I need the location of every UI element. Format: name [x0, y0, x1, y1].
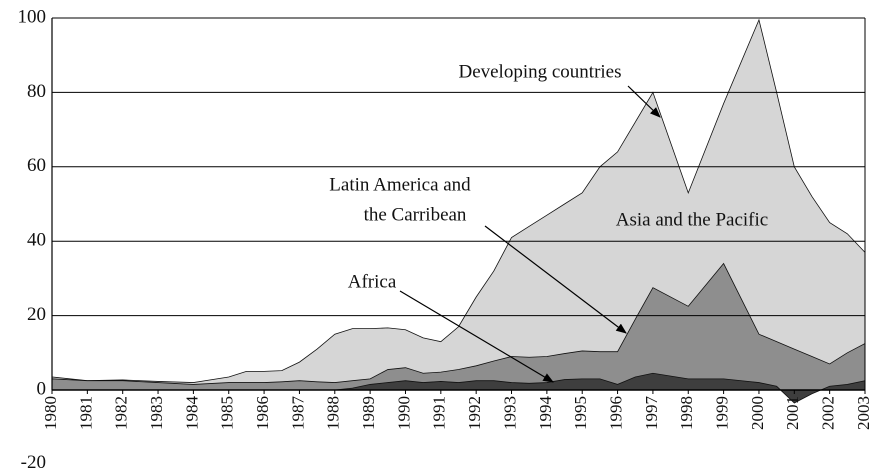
x-tick-label: 1997 [642, 396, 661, 431]
arrow [399, 290, 554, 383]
annotations: Developing countries Latin America and t… [329, 61, 768, 383]
annotation: Developing countries [458, 61, 621, 82]
y-tick-label: 40 [27, 230, 46, 251]
y-tick-label: 0 [37, 378, 47, 399]
plot-area [51, 18, 866, 404]
y-tick-label: 80 [27, 81, 46, 102]
x-tick-label: 1988 [324, 396, 343, 430]
x-tick-label: 2000 [748, 396, 767, 430]
annotation: the Carribean [364, 204, 467, 225]
x-tick-label: 1981 [76, 396, 95, 430]
y-tick-label: -20 [21, 452, 46, 469]
x-tick-label: 1983 [147, 396, 166, 430]
annotation: Latin America and [329, 174, 471, 195]
y-tick-label: 100 [18, 6, 47, 27]
x-tick-label: 1986 [253, 396, 272, 430]
annotation: Africa [348, 271, 397, 292]
x-tick-label: 1996 [606, 396, 625, 430]
x-tick-label: 1995 [571, 396, 590, 430]
y-tick-label: 60 [27, 155, 46, 176]
x-tick-label: 1993 [500, 396, 519, 430]
area [51, 262, 866, 391]
x-tick-label: 1999 [713, 396, 732, 430]
x-tick-label: 2001 [783, 396, 802, 430]
x-tick-label: 1980 [41, 396, 60, 430]
x-tick-label: 1982 [112, 396, 131, 430]
annotation: Asia and the Pacific [616, 209, 768, 230]
x-tick-label: 1989 [359, 396, 378, 430]
arrow [627, 85, 661, 118]
x-tick-label: 1991 [430, 396, 449, 430]
x-tick-label: 2003 [854, 396, 873, 430]
x-tick-label: 2002 [819, 396, 838, 430]
x-tick-label: 1994 [536, 396, 555, 431]
x-tick-label: 1987 [288, 396, 307, 431]
x-tick-label: 1985 [218, 396, 237, 430]
y-tick-label: 20 [27, 304, 46, 325]
x-tick-label: 1998 [677, 396, 696, 430]
x-tick-label: 1984 [182, 396, 201, 431]
x-tick-label: 1990 [394, 396, 413, 430]
x-tick-label: 1992 [465, 396, 484, 430]
